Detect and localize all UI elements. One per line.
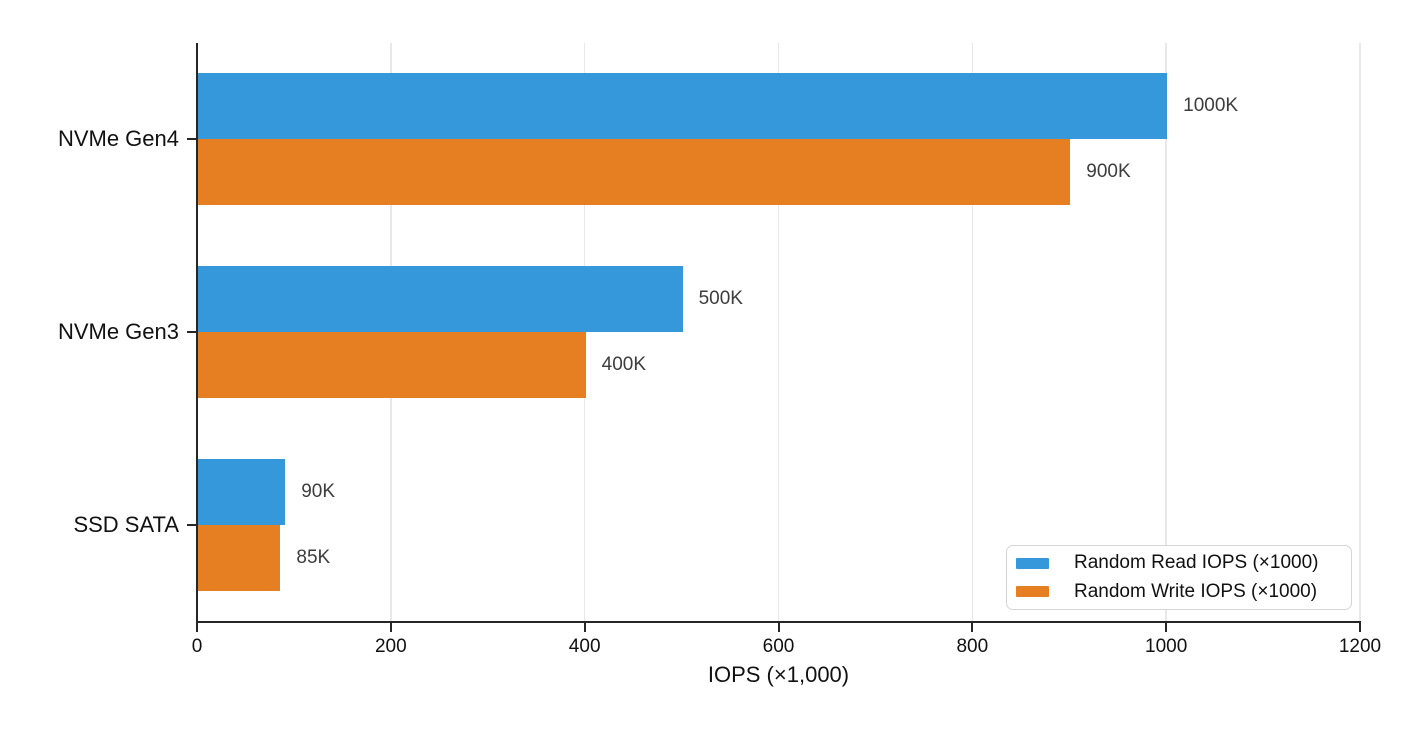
bar-value-label: 90K: [301, 480, 336, 502]
bar: [198, 266, 683, 332]
x-tick: [196, 623, 198, 632]
x-tick: [389, 623, 392, 632]
y-axis-spine: [196, 43, 198, 623]
y-tick-label: SSD SATA: [73, 511, 179, 537]
x-tick-label: 800: [956, 636, 989, 657]
gridline: [777, 43, 780, 621]
bar: [198, 458, 286, 525]
gridline: [1165, 43, 1167, 621]
bar: [198, 524, 281, 591]
y-tick: [187, 523, 196, 526]
y-tick: [187, 138, 196, 141]
x-axis-title: IOPS (×1,000): [707, 662, 850, 687]
x-axis-spine: [196, 621, 1361, 623]
legend-item: Random Write IOPS (×1000): [1016, 581, 1351, 603]
legend-swatch: [1016, 557, 1049, 569]
x-tick-label: 0: [191, 636, 203, 657]
x-tick: [1359, 623, 1361, 632]
bar-value-label: 1000K: [1183, 95, 1239, 117]
gridline: [971, 43, 974, 621]
bar: [198, 73, 1168, 140]
x-tick-label: 600: [762, 636, 795, 657]
bar-value-label: 85K: [296, 546, 331, 568]
x-tick-label: 400: [568, 636, 601, 657]
x-tick: [777, 623, 780, 632]
legend-item: Random Read IOPS (×1000): [1016, 552, 1351, 574]
y-tick: [187, 331, 196, 333]
x-tick-label: 1200: [1338, 636, 1382, 657]
legend-label: Random Write IOPS (×1000): [1074, 580, 1318, 602]
x-tick-label: 1000: [1145, 636, 1188, 657]
legend-swatch: [1016, 586, 1049, 598]
bar-value-label: 900K: [1086, 161, 1131, 183]
bar: [198, 332, 586, 398]
x-tick: [583, 623, 586, 632]
bar-value-label: 400K: [601, 354, 647, 375]
bar: [198, 139, 1071, 206]
x-tick: [971, 623, 974, 632]
legend: Random Read IOPS (×1000) Random Write IOP…: [1006, 545, 1352, 610]
x-tick: [1165, 623, 1168, 632]
y-tick-label: NVMe Gen3: [57, 319, 179, 344]
bar-value-label: 500K: [698, 288, 743, 309]
x-tick-label: 200: [374, 636, 407, 657]
y-tick-label: NVMe Gen4: [57, 126, 179, 152]
legend-label: Random Read IOPS (×1000): [1074, 552, 1319, 574]
gridline: [1359, 43, 1361, 621]
